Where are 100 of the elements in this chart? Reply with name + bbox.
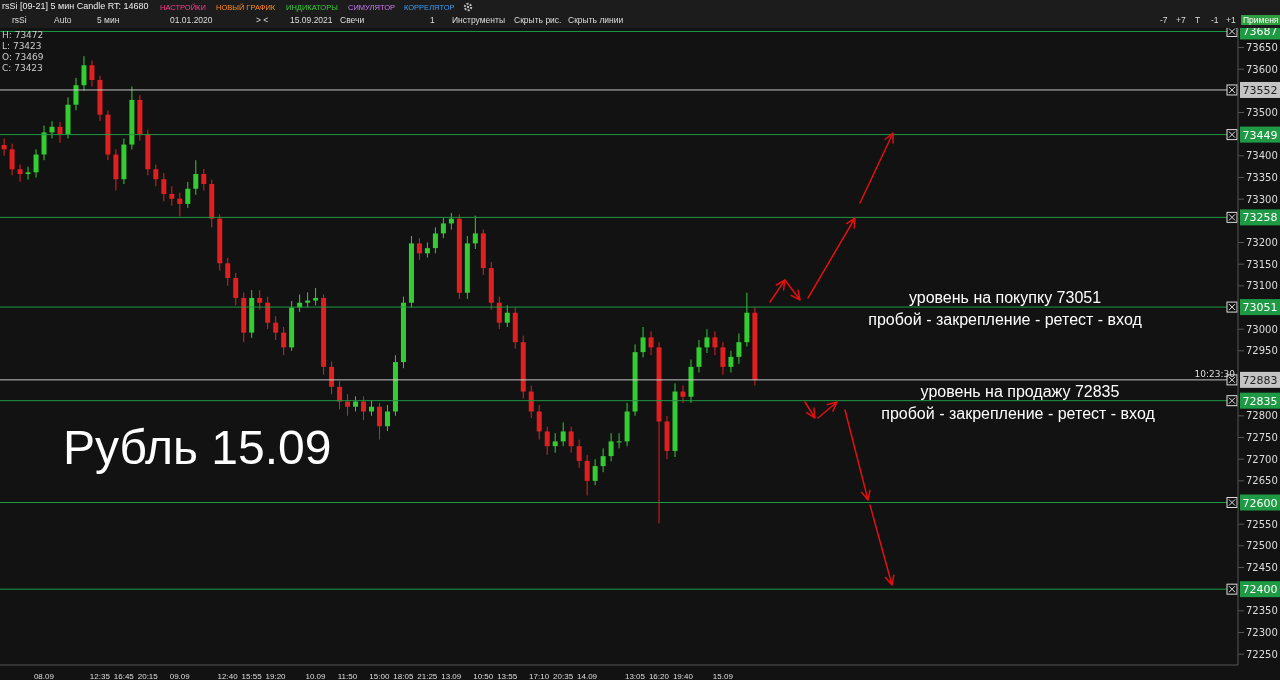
x-tick-label: 11:50 [337,671,358,680]
ref-line-label: 73051 [1242,301,1278,315]
annotation: L: 73423 [2,41,42,51]
candlestick [704,328,710,354]
y-tick-label: 72750 [1246,432,1278,444]
candlestick [17,164,23,183]
annotation: Рубль 15.09 [63,421,332,474]
ref-line-label: 72600 [1242,496,1278,510]
candlestick [736,333,742,365]
candlestick [696,339,702,373]
ref-line-label: 72400 [1242,583,1278,597]
annotation: H: 73472 [2,30,44,40]
x-tick-label: 14.09 [577,671,598,680]
x-tick-label: 08.09 [33,671,55,680]
candlestick [600,447,606,473]
y-tick-label: 73150 [1246,258,1278,270]
candlestick [33,148,39,178]
annotation: C: 73423 [2,63,43,73]
x-tick-label: 21:25 [417,671,438,680]
candlestick [89,60,95,87]
text: Скрыть линии [568,15,624,25]
candlestick [440,216,446,239]
y-tick-label: 72550 [1246,518,1278,530]
ref-line-label: 73552 [1242,83,1278,97]
x-tick-label: 15:55 [241,671,263,680]
ref-line-label: 72835 [1242,394,1278,408]
x-tick-label: 20:15 [137,671,159,680]
candlestick [185,181,191,209]
x-tick-label: 19:40 [672,671,694,680]
text: > < [256,15,269,25]
text: T [1195,15,1201,25]
candlestick [648,330,654,356]
candlestick [536,404,542,441]
annotation: уровень на продажу 72835 [920,382,1120,400]
candlestick [257,289,263,311]
candlestick [608,432,614,462]
candlestick [680,385,686,404]
candlestick [73,77,79,111]
candlestick [41,125,47,161]
x-tick-label: 15.09 [712,671,734,680]
candlestick [25,166,31,181]
x-tick-label: 15:00 [369,671,390,680]
candlestick [544,426,550,456]
chart-title: rsSi [09-21] 5 мин Candle RT: 14680 [2,1,149,11]
text: +7 [1176,15,1186,25]
candlestick [504,304,510,328]
x-tick-label: 16:20 [648,671,670,680]
x-tick-label: 13.09 [441,671,462,680]
x-tick-label: 10:50 [473,671,494,680]
text: Auto [54,15,72,25]
candlestick [384,404,390,432]
text: Применя [1241,15,1280,25]
y-tick-label: 73200 [1246,237,1278,249]
x-tick-label: 13:55 [497,671,518,680]
candlestick [568,426,574,454]
text: -7 [1160,15,1168,25]
y-tick-label: 72350 [1246,605,1278,617]
x-tick-label: 17:10 [529,671,550,680]
candlestick [361,395,367,421]
candlestick [337,380,343,410]
x-tick-label: 09.09 [169,671,191,680]
candlestick [153,164,159,187]
text: Инструменты [452,15,506,25]
candlestick [9,143,15,176]
text: -1 [1211,15,1219,25]
text: 1 [430,15,435,25]
x-tick-label: 12:35 [89,671,111,680]
candlestick [273,315,279,341]
text: 5 мин [97,15,120,25]
candlestick [496,296,502,330]
text: +1 [1226,15,1236,25]
text: Свечи [340,15,365,25]
y-tick-label: 72700 [1246,453,1278,465]
candlestick [712,330,718,356]
annotation: уровень на покупку 73051 [908,289,1102,307]
candlestick [169,185,175,207]
candlestick [472,215,478,250]
candlestick [57,121,63,144]
candlestick [161,172,167,202]
candlestick [416,237,422,261]
y-tick-label: 73300 [1246,193,1278,205]
y-tick-label: 73350 [1246,172,1278,184]
candlestick [552,432,558,454]
x-tick-label: 10.09 [305,671,327,680]
y-tick-label: 73100 [1246,280,1278,292]
ref-line-label: 73258 [1242,211,1278,225]
text: 01.01.2020 [170,15,213,25]
x-tick-label: 16:45 [113,671,135,680]
candlestick [281,326,287,356]
candlestick [345,393,351,417]
candlestick [616,432,622,449]
candlestick [193,159,199,196]
candlestick [728,350,734,373]
y-tick-label: 72250 [1246,648,1278,660]
y-tick-label: 73000 [1246,323,1278,335]
ref-line-label: 73449 [1242,128,1278,142]
candlestick [329,361,335,395]
annotation: пробой - закрепление - ретест - вход [881,404,1156,422]
candlestick [1,138,7,157]
candlestick [720,341,726,376]
